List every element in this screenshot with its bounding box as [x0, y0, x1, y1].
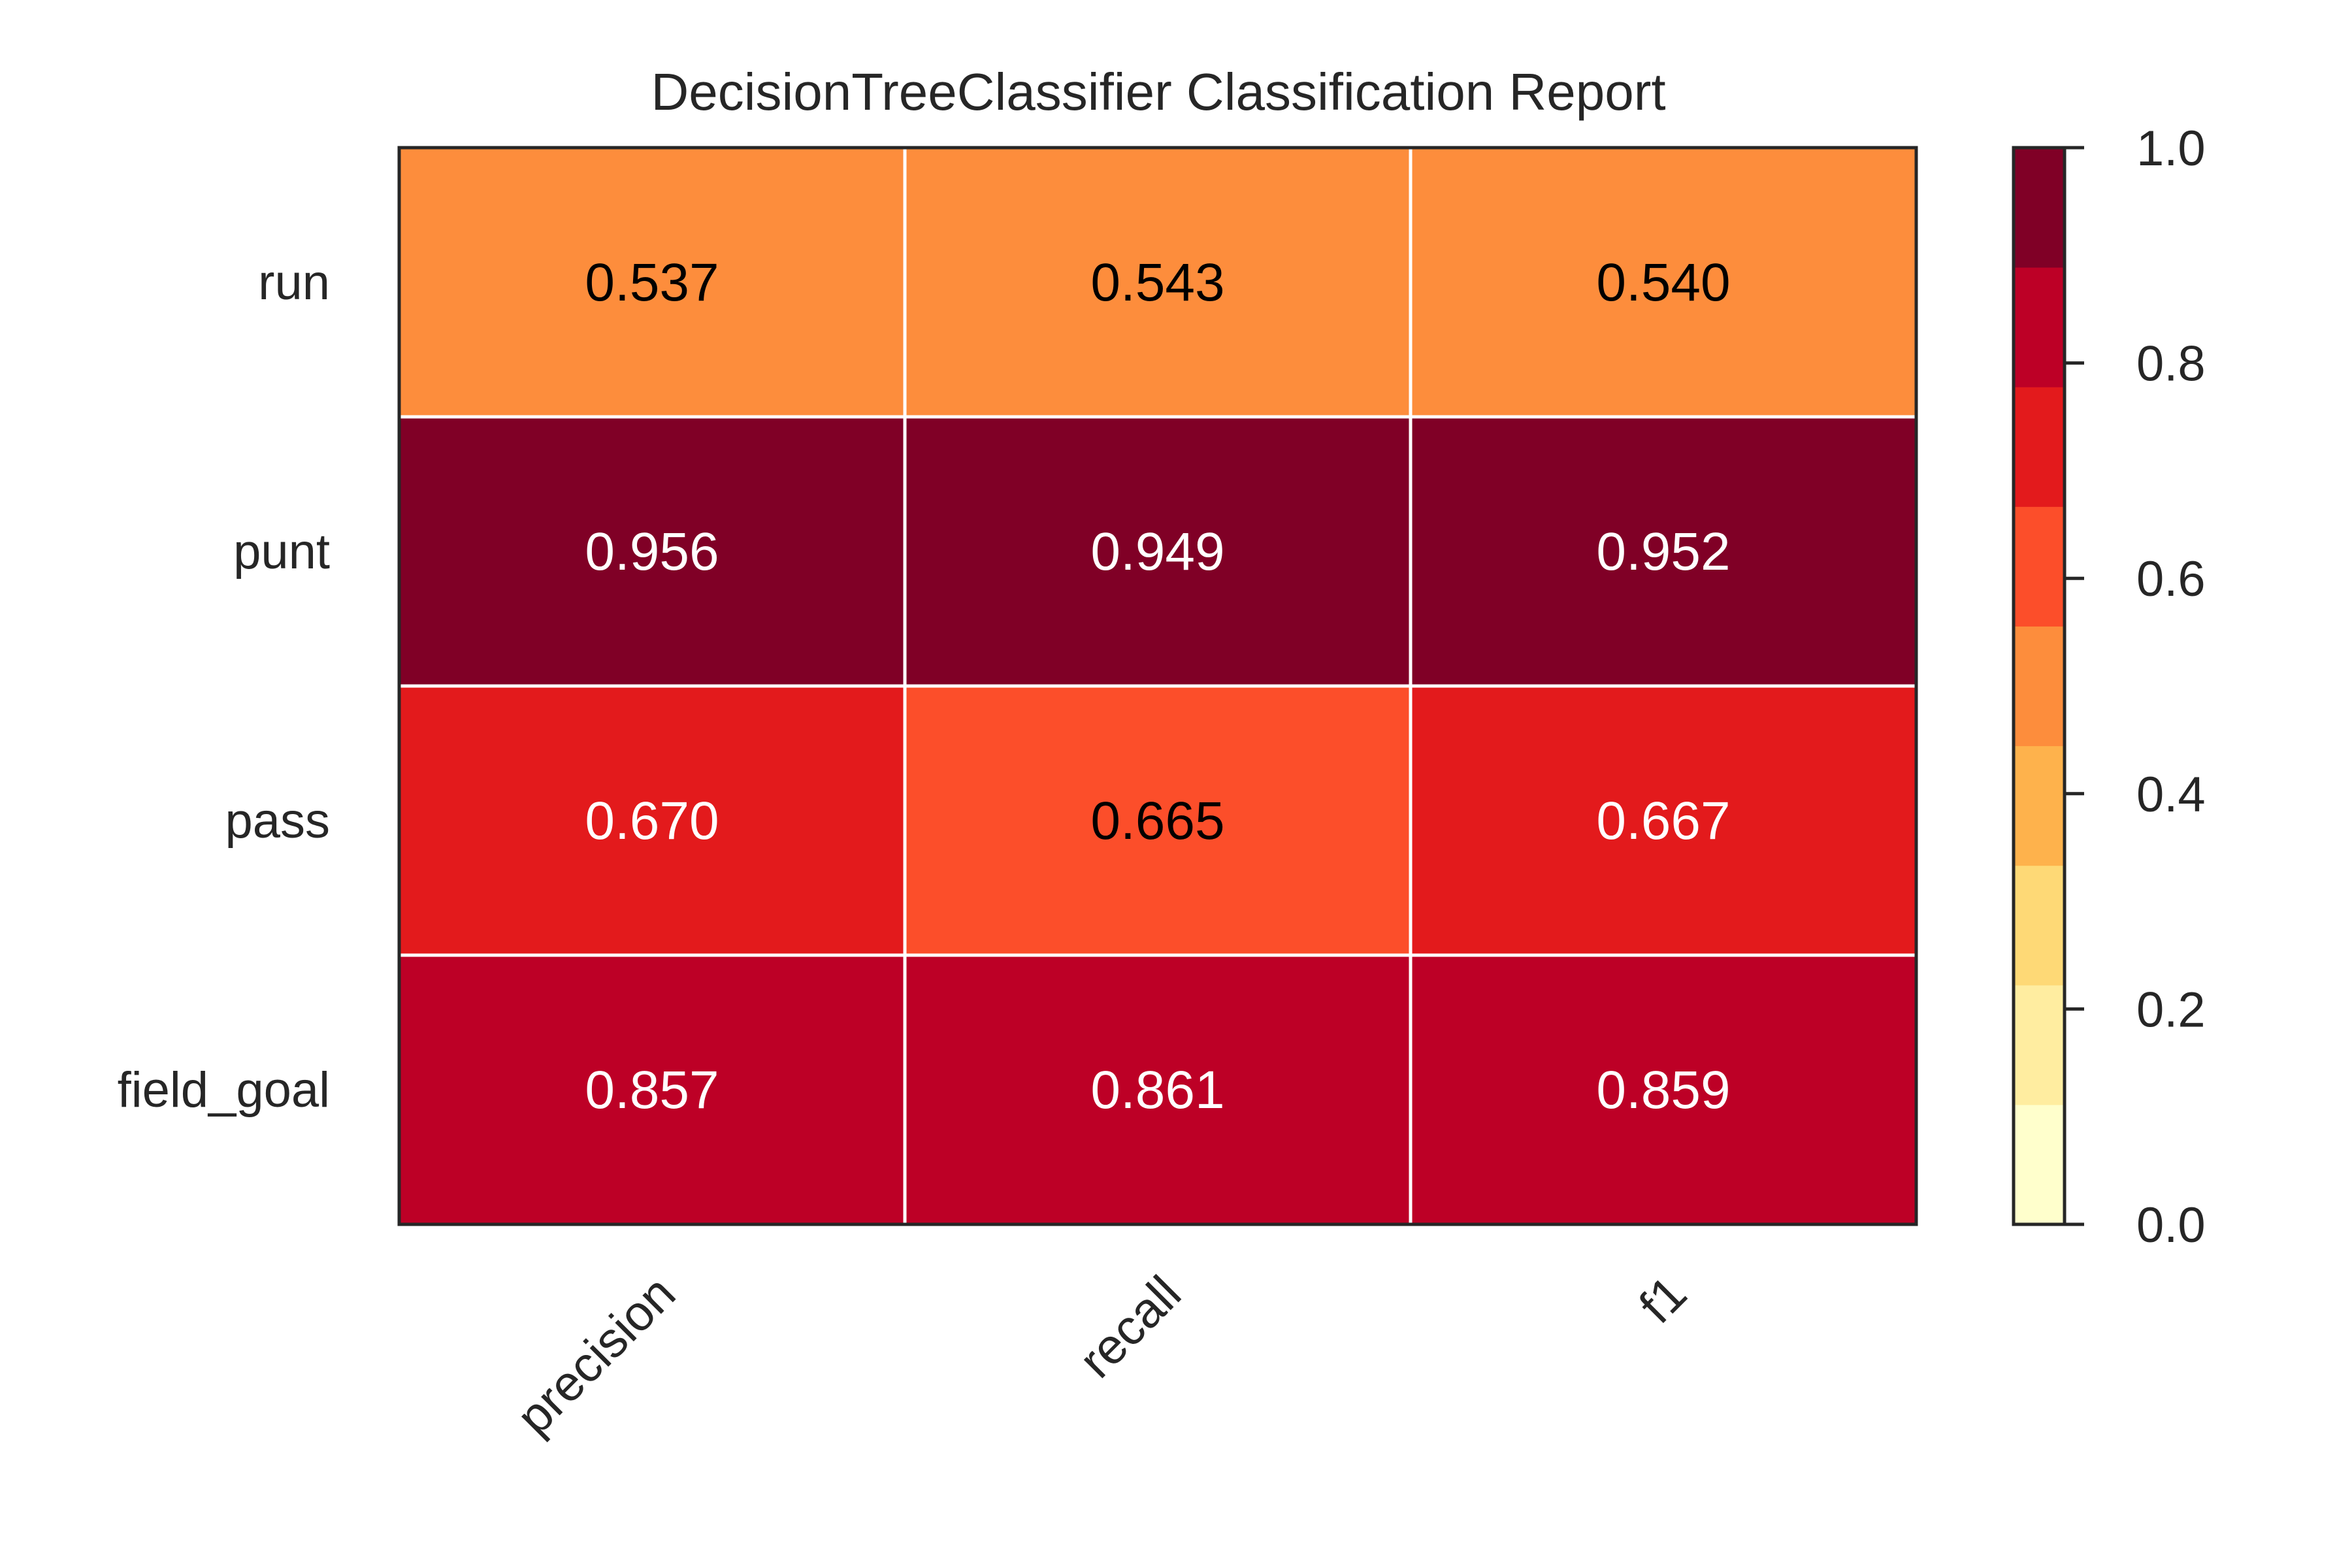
cell-value-label: 0.543 [1090, 253, 1224, 312]
col-label-precision: precision [506, 1266, 686, 1445]
colorbar-tick-label: 0.6 [2136, 551, 2206, 607]
row-label-punt: punt [233, 524, 330, 580]
cell-value-label: 0.857 [585, 1060, 719, 1120]
colorbar-bin [2014, 148, 2065, 268]
row-label-run: run [258, 255, 330, 310]
heatmap-cell-punt-recall [903, 415, 1413, 688]
colorbar-tick-label: 0.2 [2136, 982, 2206, 1037]
cell-value-label: 0.667 [1596, 791, 1730, 851]
row-label-field_goal: field_goal [118, 1062, 330, 1118]
cell-value-label: 0.537 [585, 253, 719, 312]
row-label-pass: pass [225, 793, 330, 849]
colorbar-bin [2014, 865, 2065, 986]
colorbar-bin [2014, 267, 2065, 387]
col-label-f1: f1 [1629, 1266, 1697, 1334]
heatmap-cell-field_goal-precision [397, 953, 907, 1226]
chart-title: DecisionTreeClassifier Classification Re… [651, 63, 1665, 121]
colorbar-tick-label: 0.8 [2136, 336, 2206, 392]
cell-value-label: 0.665 [1090, 791, 1224, 851]
colorbar-bin [2014, 1104, 2065, 1225]
cell-value-label: 0.859 [1596, 1060, 1730, 1120]
heatmap-cell-field_goal-f1 [1409, 953, 1918, 1226]
colorbar-bin [2014, 626, 2065, 747]
col-label-recall: recall [1068, 1266, 1192, 1389]
colorbar-tick-label: 0.4 [2136, 767, 2206, 823]
cell-value-label: 0.952 [1596, 522, 1730, 581]
heatmap-cell-pass-recall [903, 684, 1413, 957]
plot-frame [397, 146, 1918, 1226]
heatmap-cell-run-precision [397, 146, 907, 419]
colorbar-bin [2014, 506, 2065, 627]
colorbar-tick-label: 1.0 [2136, 121, 2206, 176]
cell-value-label: 0.861 [1090, 1060, 1224, 1120]
heatmap-cell-punt-precision [397, 415, 907, 688]
cell-value-label: 0.670 [585, 791, 719, 851]
colorbar-frame [2012, 146, 2066, 1226]
colorbar-bin [2014, 745, 2065, 866]
heatmap-cell-run-recall [903, 146, 1413, 419]
cell-value-label: 0.956 [585, 522, 719, 581]
cell-value-label: 0.540 [1596, 253, 1730, 312]
colorbar-bin [2014, 387, 2065, 507]
heatmap-cell-punt-f1 [1409, 415, 1918, 688]
colorbar-bin [2014, 985, 2065, 1105]
cell-value-label: 0.949 [1090, 522, 1224, 581]
colorbar-tick-label: 0.0 [2136, 1198, 2206, 1253]
